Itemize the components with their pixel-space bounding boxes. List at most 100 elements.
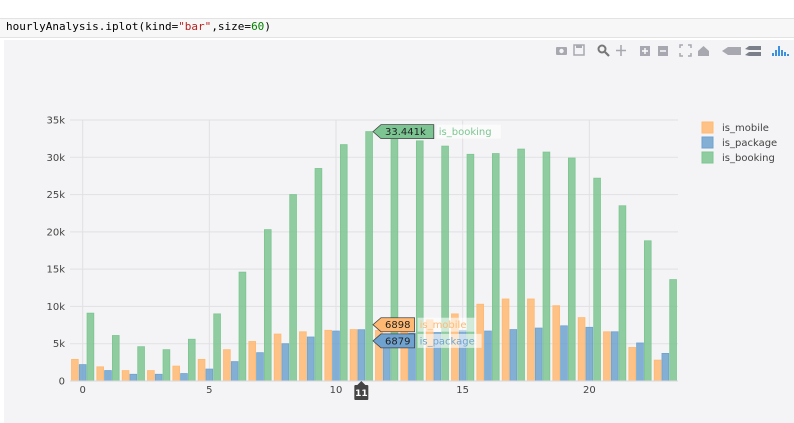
bar-is_package: [306, 336, 315, 382]
zoom-icon[interactable]: [597, 44, 610, 57]
code-cell[interactable]: hourlyAnalysis.iplot(kind="bar",size=60): [0, 18, 794, 38]
y-tick-label: 25k: [46, 190, 65, 201]
x-tick-label: 0: [79, 385, 85, 396]
compare-icon[interactable]: [745, 46, 761, 56]
bar-is_package: [357, 329, 366, 382]
bar-is_package: [585, 326, 594, 382]
bar-is_booking: [238, 271, 247, 382]
bar-is_mobile: [653, 359, 662, 382]
x-tick-label: 10: [330, 385, 343, 396]
legend-label-is_booking: is_booking: [722, 153, 775, 164]
camera-icon[interactable]: [556, 47, 567, 55]
bar-is_mobile: [121, 370, 130, 382]
bar-is_package: [256, 352, 264, 382]
bar-is_mobile: [299, 331, 307, 382]
pan-icon[interactable]: [616, 45, 626, 56]
bar-is_package: [534, 327, 543, 382]
axes: 0 5k 10k 15k 20k 25k 30k 35k 0 5 10 15 20: [46, 116, 678, 396]
y-tick-label: 0: [59, 377, 65, 388]
bar-is_mobile: [577, 317, 586, 382]
y-tick-label: 5k: [53, 339, 65, 350]
bar-is_mobile: [223, 349, 231, 382]
bar-is_booking: [162, 349, 171, 382]
bar-is_package: [332, 330, 340, 382]
bar-is_package: [154, 373, 163, 382]
hover-box-booking: [372, 124, 435, 140]
code-suffix: ): [264, 20, 271, 33]
zoom-out-icon[interactable]: [658, 46, 668, 56]
bar-is_package: [560, 325, 568, 382]
y-tick-label: 20k: [46, 227, 65, 238]
code-kind-value: "bar": [178, 20, 212, 33]
bar-is_booking: [289, 194, 297, 382]
bar-is_booking: [213, 313, 221, 382]
hover-x-label: 11: [355, 389, 368, 399]
x-tick-label: 20: [583, 385, 596, 396]
bar-is_mobile: [172, 365, 181, 382]
code-line[interactable]: hourlyAnalysis.iplot(kind="bar",size=60): [6, 20, 271, 33]
hover-name-bg-mobile: [417, 317, 476, 332]
hover-name-package: is_package: [420, 336, 475, 347]
hover-value-booking: 33.441k: [385, 127, 426, 138]
bar-is_package: [661, 353, 670, 382]
bar-is_booking: [314, 168, 323, 382]
y-tick-label: 35k: [46, 116, 65, 127]
code-prefix: hourlyAnalysis.iplot(kind=: [6, 20, 179, 33]
bar-is_mobile: [248, 341, 257, 382]
bar-is_booking: [111, 335, 120, 382]
legend-swatch-is_mobile: [701, 121, 714, 134]
hover-name-bg-booking: [436, 124, 501, 139]
bar-is_booking: [517, 148, 525, 382]
bar-is_booking: [567, 157, 576, 382]
bar-is_booking: [365, 131, 373, 382]
bar-is_booking: [263, 229, 272, 382]
bar-is_package: [484, 330, 492, 382]
bar-is_mobile: [147, 370, 155, 382]
plotly-logo-icon[interactable]: [772, 46, 789, 56]
bar-is_booking: [137, 346, 145, 382]
bar-is_mobile: [628, 347, 637, 382]
legend: is_mobile is_package is_booking: [701, 121, 777, 164]
x-tick-label: 15: [456, 385, 469, 396]
y-tick-label: 10k: [46, 302, 65, 313]
bar-is_package: [180, 373, 188, 382]
y-tick-label: 15k: [46, 265, 65, 276]
hover-x-box: [354, 385, 369, 400]
bar-is_mobile: [71, 358, 79, 382]
legend-label-is_package: is_package: [722, 138, 777, 149]
bar-is_booking: [86, 312, 95, 382]
save-icon[interactable]: [573, 44, 585, 56]
code-mid: ,size=: [211, 20, 252, 33]
home-icon[interactable]: [698, 46, 709, 56]
autoscale-icon[interactable]: [679, 44, 692, 57]
bar-is_booking: [339, 144, 348, 382]
hover-box-mobile: [372, 317, 415, 333]
bar-is_booking: [669, 279, 677, 382]
hover-x-pointer: [357, 381, 366, 385]
bar-is_package: [610, 331, 619, 382]
bar-is_package: [205, 368, 214, 382]
hover-name-bg-package: [417, 333, 482, 348]
bar-is_mobile: [603, 331, 611, 382]
bar-is_package: [129, 373, 138, 382]
modebar: [556, 44, 789, 57]
bar-is_booking: [643, 240, 652, 382]
legend-label-is_mobile: is_mobile: [722, 123, 769, 134]
bar-is_package: [78, 364, 87, 382]
legend-swatch-is_package: [701, 136, 714, 149]
bar-is_booking: [593, 177, 601, 382]
bar-is_mobile: [324, 329, 333, 382]
hover-name-booking: is_booking: [439, 127, 492, 138]
bar-is_mobile: [501, 298, 510, 382]
bar-is_package: [636, 342, 644, 382]
hover-value-package: 6879: [385, 336, 410, 347]
bar-is_booking: [542, 151, 551, 382]
bar-is_booking: [491, 153, 500, 382]
zoom-in-icon[interactable]: [640, 46, 650, 56]
code-size-value: 60: [251, 20, 265, 33]
spike-icon[interactable]: [722, 47, 741, 55]
hover-name-mobile: is_mobile: [420, 320, 467, 331]
bar-is_booking: [187, 338, 196, 382]
bar-is_mobile: [96, 366, 105, 382]
